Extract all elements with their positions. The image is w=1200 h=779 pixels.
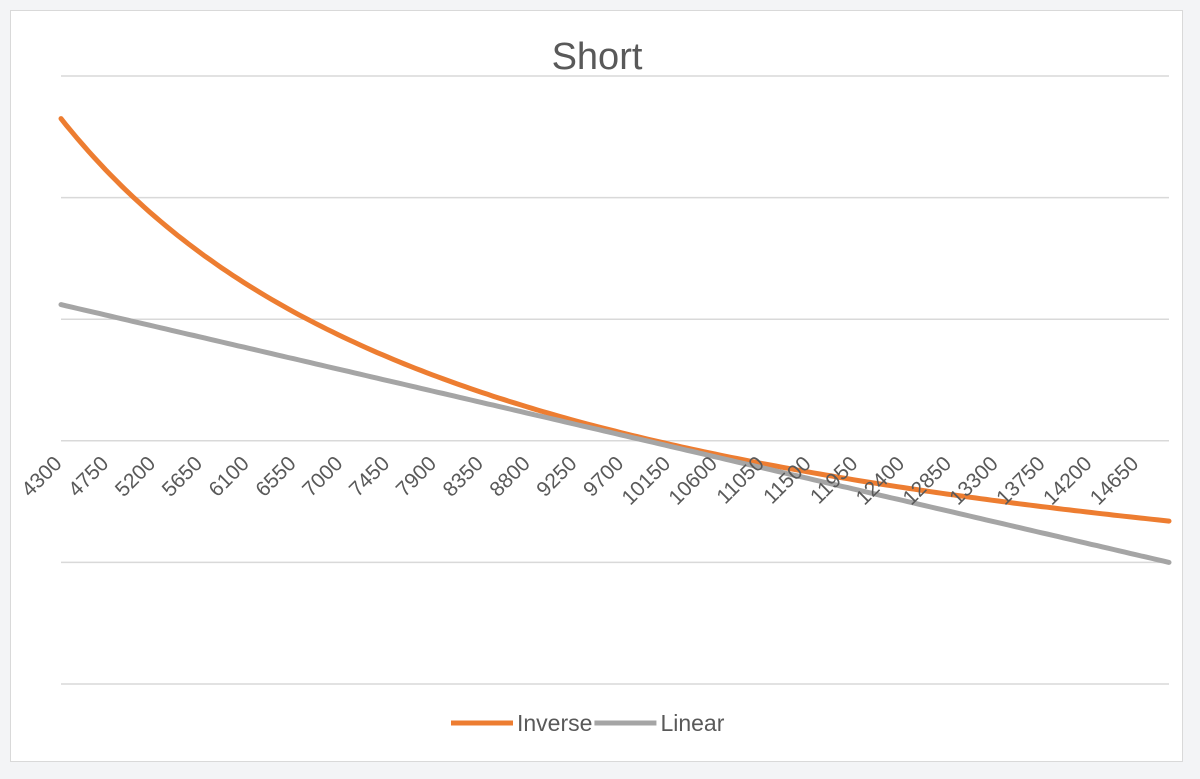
legend-item-linear: Linear bbox=[594, 710, 725, 736]
x-tick-label: 6100 bbox=[205, 452, 254, 501]
legend-label: Inverse bbox=[517, 710, 592, 736]
x-tick-label: 10150 bbox=[618, 452, 676, 510]
x-tick-label: 6550 bbox=[251, 452, 300, 501]
x-tick-label: 14650 bbox=[1086, 452, 1144, 510]
x-tick-label: 7900 bbox=[392, 452, 441, 501]
series-line-linear bbox=[58, 302, 1172, 565]
x-tick-label: 13750 bbox=[992, 452, 1050, 510]
x-tick-label: 9250 bbox=[532, 452, 581, 501]
series-layer bbox=[58, 116, 1172, 565]
x-tick-label: 8800 bbox=[485, 452, 534, 501]
x-tick-label: 5200 bbox=[111, 452, 160, 501]
legend-label: Linear bbox=[660, 710, 724, 736]
legend-item-inverse: Inverse bbox=[451, 710, 592, 736]
line-chart: Short 4300475052005650610065507000745079… bbox=[17, 36, 1172, 736]
x-tick-label: 14200 bbox=[1039, 452, 1097, 510]
legend: Inverse Linear bbox=[451, 710, 725, 736]
x-tick-label: 7000 bbox=[298, 452, 347, 501]
gridlines bbox=[61, 75, 1169, 685]
x-tick-label: 5650 bbox=[158, 452, 207, 501]
x-tick-label: 7450 bbox=[345, 452, 394, 501]
x-tick-label: 10600 bbox=[664, 452, 722, 510]
chart-title: Short bbox=[552, 36, 643, 78]
x-tick-label: 12850 bbox=[898, 452, 956, 510]
x-tick-label: 4750 bbox=[64, 452, 113, 501]
x-axis-tick-labels: 4300475052005650610065507000745079008350… bbox=[17, 452, 1143, 510]
chart-area: Short 4300 4750 5200 5650 6100 6550 7000 7450 79… bbox=[10, 10, 1183, 762]
x-tick-label: 8350 bbox=[439, 452, 488, 501]
x-tick-label: 4300 bbox=[17, 452, 66, 501]
